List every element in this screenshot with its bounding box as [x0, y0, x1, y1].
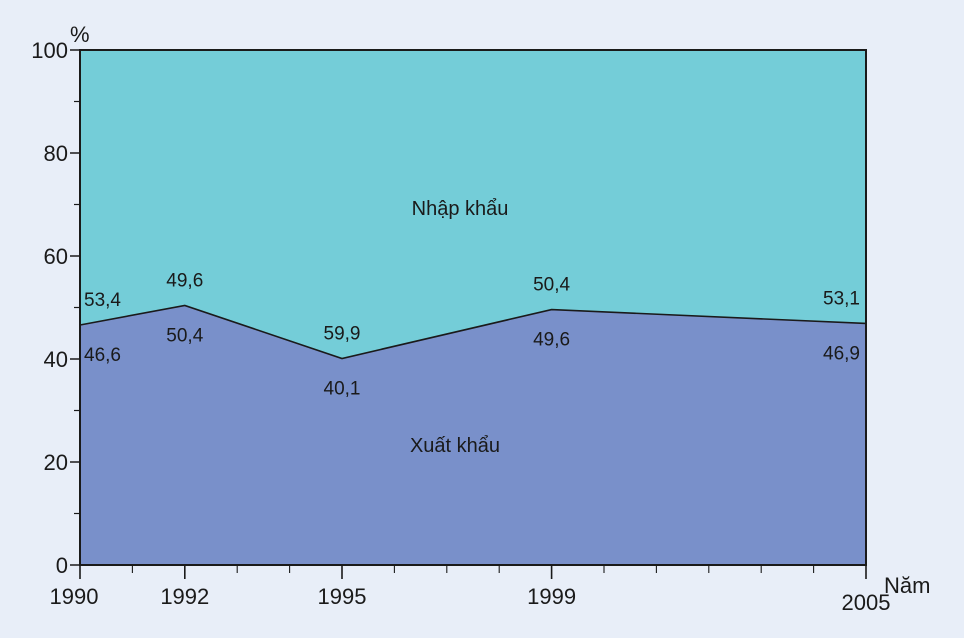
- series-boundary-line: [79, 304, 867, 360]
- value-label-xuat-khau: 40,1: [324, 378, 361, 399]
- y-tick-label: 0: [56, 553, 68, 578]
- y-tick-label: 60: [44, 244, 68, 269]
- x-tick-label: 1999: [527, 584, 576, 609]
- x-tick-label: 1990: [50, 584, 99, 609]
- series-label-xuat-khau: Xuất khẩu: [410, 435, 500, 457]
- x-axis-label: Năm: [884, 573, 930, 598]
- series-area-xuat-khau: [80, 305, 866, 565]
- value-label-xuat-khau: 46,9: [823, 343, 860, 364]
- y-axis-label: %: [70, 22, 90, 47]
- x-tick-label: 2005: [842, 590, 891, 615]
- y-tick-label: 20: [44, 450, 68, 475]
- value-label-nhap-khau: 50,4: [533, 275, 570, 296]
- x-tick-label: 1992: [160, 584, 209, 609]
- y-tick-label: 40: [44, 347, 68, 372]
- value-label-nhap-khau: 49,6: [166, 270, 203, 291]
- value-label-xuat-khau: 46,6: [84, 345, 121, 366]
- value-label-nhap-khau: 59,9: [324, 323, 361, 344]
- value-label-xuat-khau: 50,4: [166, 325, 203, 346]
- value-label-nhap-khau: 53,4: [84, 290, 121, 311]
- value-label-xuat-khau: 49,6: [533, 330, 570, 351]
- series-label-nhap-khau: Nhập khẩu: [412, 198, 509, 220]
- y-tick-label: 100: [31, 38, 68, 63]
- value-label-nhap-khau: 53,1: [823, 288, 860, 309]
- y-tick-label: 80: [44, 141, 68, 166]
- x-tick-label: 1995: [318, 584, 367, 609]
